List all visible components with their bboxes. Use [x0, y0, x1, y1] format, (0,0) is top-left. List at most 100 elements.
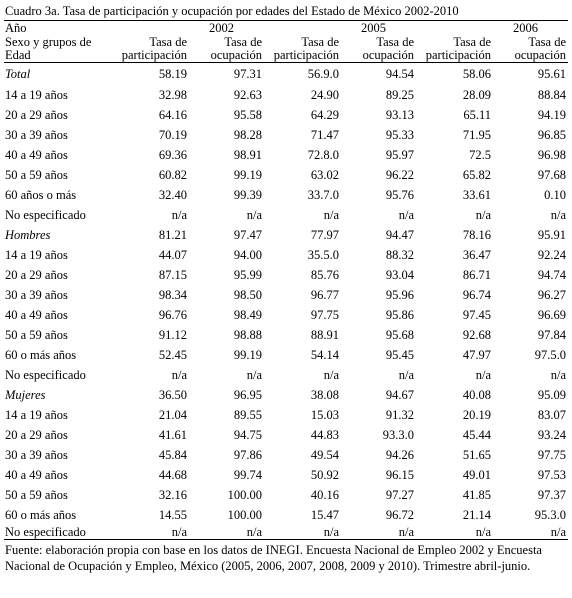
table-cell: 94.47 — [385, 227, 414, 242]
table-cell: 15.03 — [310, 407, 339, 422]
table-cell: 21.14 — [462, 507, 491, 522]
table-cell: 69.36 — [158, 147, 187, 162]
table-cell: 92.24 — [537, 247, 566, 262]
row-label: 50 a 59 años — [5, 167, 68, 182]
table-cell: 91.12 — [158, 327, 187, 342]
table-cell: 78.16 — [462, 227, 491, 242]
table-cell: 40.16 — [310, 487, 339, 502]
table-cell: 98.50 — [233, 287, 262, 302]
table-cell: 97.31 — [233, 66, 262, 81]
column-header-row: Sexo y grupos de Edad Tasa de participac… — [4, 35, 568, 63]
table-cell: 98.34 — [158, 287, 187, 302]
row-label: 30 a 39 años — [5, 127, 68, 142]
table-cell: 96.77 — [310, 287, 339, 302]
table-cell: n/a — [246, 524, 262, 539]
table-row: 14 a 19 años 21.04 89.55 15.03 91.32 20.19 83.… — [4, 405, 568, 425]
table-row: 14 a 19 años 32.98 92.63 24.90 89.25 28.09 88.… — [4, 85, 568, 105]
table-row: Hombres 81.21 97.47 77.97 94.47 78.16 95.91 — [4, 225, 568, 245]
table-cell: 21.04 — [158, 407, 187, 422]
table-cell: n/a — [171, 524, 187, 539]
table-cell: 98.88 — [233, 327, 262, 342]
row-label: 20 a 29 años — [5, 267, 68, 282]
table-row: 14 a 19 años 44.07 94.00 35.5.0 88.32 36.47 92… — [4, 245, 568, 265]
table-cell: 83.07 — [537, 407, 566, 422]
row-label: 60 o más años — [5, 347, 77, 362]
row-label: 50 a 59 años — [5, 487, 68, 502]
table-cell: 50.92 — [310, 467, 339, 482]
table-cell: 94.26 — [385, 447, 414, 462]
row-label: 30 a 39 años — [5, 287, 68, 302]
table-cell: n/a — [475, 367, 491, 382]
row-label: 20 a 29 años — [5, 427, 68, 442]
table-row: 30 a 39 años 70.19 98.28 71.47 95.33 71.95 96.… — [4, 125, 568, 145]
table-cell: 71.47 — [310, 127, 339, 142]
table-cell: 41.61 — [158, 427, 187, 442]
table-cell: 36.50 — [158, 387, 187, 402]
table-row: 30 a 39 años 98.34 98.50 96.77 95.96 96.74 96.… — [4, 285, 568, 305]
table-cell: 93.3.0 — [382, 427, 414, 442]
table-cell: 92.63 — [233, 87, 262, 102]
table-cell: 45.44 — [462, 427, 491, 442]
table-row: 60 o más años 14.55 100.00 15.47 96.72 21.14 9… — [4, 505, 568, 525]
table-cell: 15.47 — [310, 507, 339, 522]
table-cell: 56.9.0 — [307, 66, 339, 81]
col-participacion-2005: Tasa de participación — [273, 35, 339, 62]
table-row: No especificado n/a n/a n/a n/a n/a n/a — [4, 205, 568, 225]
table-cell: 32.40 — [158, 187, 187, 202]
table-cell: 97.27 — [385, 487, 414, 502]
table-cell: n/a — [246, 207, 262, 222]
table-row: 50 a 59 años 91.12 98.88 88.91 95.68 92.68 97.… — [4, 325, 568, 345]
table-cell: 92.68 — [462, 327, 491, 342]
table-cell: 93.24 — [537, 427, 566, 442]
year-2006: 2006 — [513, 21, 538, 35]
table-cell: 97.45 — [462, 307, 491, 322]
year-2002: 2002 — [209, 21, 234, 35]
table-cell: 51.65 — [462, 447, 491, 462]
table-row: Total 58.19 97.31 56.9.0 94.54 58.06 95.61 — [4, 63, 568, 86]
col-ocupacion-2002: Tasa de ocupación — [210, 35, 262, 62]
table-cell: 95.3.0 — [534, 507, 566, 522]
table-cell: 93.13 — [385, 107, 414, 122]
top-rule — [4, 20, 568, 21]
table-cell: n/a — [323, 524, 339, 539]
table-cell: 98.91 — [233, 147, 262, 162]
table-cell: 94.75 — [233, 427, 262, 442]
table-cell: 99.39 — [233, 187, 262, 202]
table-cell: 64.29 — [310, 107, 339, 122]
table-cell: 100.00 — [227, 487, 262, 502]
table-cell: 44.68 — [158, 467, 187, 482]
table-cell: n/a — [475, 524, 491, 539]
row-label: No especificado — [5, 524, 86, 539]
table-cell: 91.32 — [385, 407, 414, 422]
table-cell: 14.55 — [158, 507, 187, 522]
table-cell: 64.16 — [158, 107, 187, 122]
table-cell: 33.7.0 — [307, 187, 339, 202]
table-cell: n/a — [550, 367, 566, 382]
row-label: 60 años o más — [5, 187, 77, 202]
table-cell: 52.45 — [158, 347, 187, 362]
table-cell: n/a — [323, 367, 339, 382]
table-cell: 95.99 — [233, 267, 262, 282]
document: Cuadro 3a. Tasa de participación y ocupa… — [4, 2, 568, 574]
table-cell: n/a — [398, 367, 414, 382]
row-label: 40 a 49 años — [5, 147, 68, 162]
table-cell: 32.16 — [158, 487, 187, 502]
table-cell: 99.74 — [233, 467, 262, 482]
table-row: 60 o más años 52.45 99.19 54.14 95.45 47.97 97… — [4, 345, 568, 365]
row-label: 30 a 39 años — [5, 447, 68, 462]
table-cell: n/a — [550, 524, 566, 539]
year-label: Año — [5, 21, 27, 35]
table-row: Mujeres 36.50 96.95 38.08 94.67 40.08 95.09 — [4, 385, 568, 405]
table-cell: 32.98 — [158, 87, 187, 102]
table-cell: 54.14 — [310, 347, 339, 362]
table-row: 40 a 49 años 44.68 99.74 50.92 96.15 49.01 97.… — [4, 465, 568, 485]
table-cell: 95.09 — [537, 387, 566, 402]
table-cell: 97.86 — [233, 447, 262, 462]
data-table: Año 2002 2005 2006 Sexo y grupos de Edad… — [4, 21, 568, 540]
table-cell: 49.01 — [462, 467, 491, 482]
table-cell: 72.8.0 — [307, 147, 339, 162]
table-cell: 44.83 — [310, 427, 339, 442]
year-header-row: Año 2002 2005 2006 — [4, 21, 568, 35]
table-cell: 96.72 — [385, 507, 414, 522]
table-cell: 60.82 — [158, 167, 187, 182]
